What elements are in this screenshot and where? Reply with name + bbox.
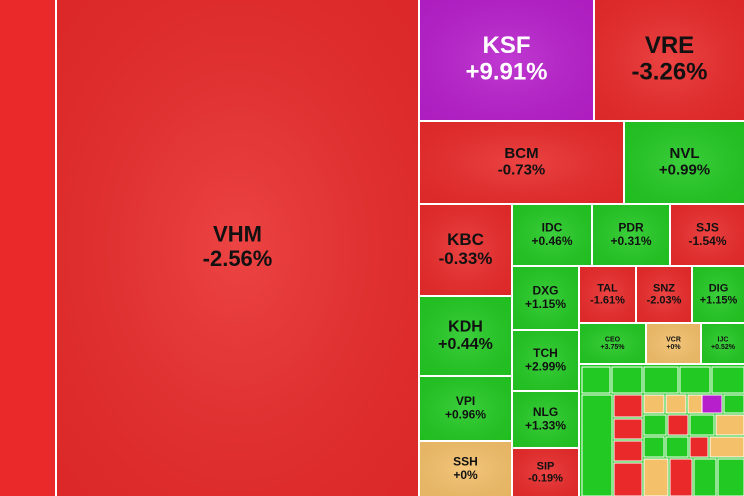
tile-change: -2.56% <box>203 246 273 271</box>
small-tiles <box>580 365 744 496</box>
tile-ticker: PDR <box>618 221 644 235</box>
tile-ticker: DXG <box>532 284 558 298</box>
tile-change: +0.31% <box>610 234 651 248</box>
tile-change: -2.03% <box>647 294 682 306</box>
tile-ticker: IJC <box>718 336 729 343</box>
tile-ticker: NVL <box>670 145 700 162</box>
tile-change: -0.73% <box>498 162 546 179</box>
tile-shade <box>513 267 578 329</box>
tile-change: +2.99% <box>525 359 566 373</box>
tile-change: -1.61% <box>590 294 625 306</box>
tile-ticker: VCR <box>666 336 681 343</box>
tile-shade <box>420 442 511 496</box>
tile-ticker: NLG <box>533 405 558 419</box>
tile-change: +0.99% <box>659 162 710 179</box>
tile-ticker: SIP <box>537 460 555 472</box>
tile-shade <box>647 324 700 363</box>
tile-ticker: KDH <box>448 318 483 335</box>
tile-shade <box>595 0 744 120</box>
tile-shade <box>513 205 591 265</box>
tile-change: -3.26% <box>631 59 707 86</box>
tile-change: +3.75% <box>601 344 626 351</box>
tile-ticker: DIG <box>709 282 729 294</box>
tile-edge <box>0 0 55 496</box>
tile-shade <box>513 331 578 390</box>
tile-change: +0% <box>666 344 681 351</box>
tile-ticker: SSH <box>453 455 478 469</box>
tile-shade <box>637 267 691 322</box>
tile-shade <box>420 122 623 203</box>
tile-change: +1.15% <box>700 294 738 306</box>
tile-ticker: VHM <box>213 222 262 247</box>
tile-change: +1.33% <box>525 418 566 432</box>
tile-change: -1.54% <box>688 234 726 248</box>
tile-shade <box>513 392 578 447</box>
tile-shade <box>671 205 744 265</box>
tile-ticker: KSF <box>483 32 531 59</box>
tile-change: +1.15% <box>525 297 566 311</box>
tile-ticker: VPI <box>456 394 475 408</box>
tile-ticker: CEO <box>605 336 621 343</box>
tile-ticker: TAL <box>597 282 618 294</box>
tile-change: -0.19% <box>528 472 563 484</box>
tile-shade <box>420 205 511 295</box>
tile-ticker: VRE <box>645 32 694 59</box>
tile-shade <box>693 267 744 322</box>
tile-ticker: TCH <box>533 346 558 360</box>
tile-change: +0.46% <box>531 234 572 248</box>
tile-change: +0.96% <box>445 407 486 421</box>
tile-ticker: KBC <box>447 230 484 249</box>
tile-ticker: SNZ <box>653 282 675 294</box>
tile-change: +0% <box>453 468 478 482</box>
tile-shade <box>420 297 511 375</box>
tile-shade <box>702 324 744 363</box>
tile-ticker: SJS <box>696 221 719 235</box>
tile-ticker: IDC <box>542 221 563 235</box>
tile-shade <box>513 449 578 496</box>
tile-shade <box>625 122 744 203</box>
tile-shade <box>420 377 511 440</box>
tile-shade <box>57 0 418 496</box>
tile-shade <box>580 324 645 363</box>
tile-ticker: BCM <box>504 145 538 162</box>
tile-change: +9.91% <box>465 59 547 86</box>
tile-change: +0.52% <box>711 344 736 351</box>
tile-shade <box>420 0 593 120</box>
tile-shade <box>580 267 635 322</box>
tile-change: -0.33% <box>439 249 493 268</box>
tile-shade <box>593 205 669 265</box>
tile-change: +0.44% <box>438 336 493 353</box>
